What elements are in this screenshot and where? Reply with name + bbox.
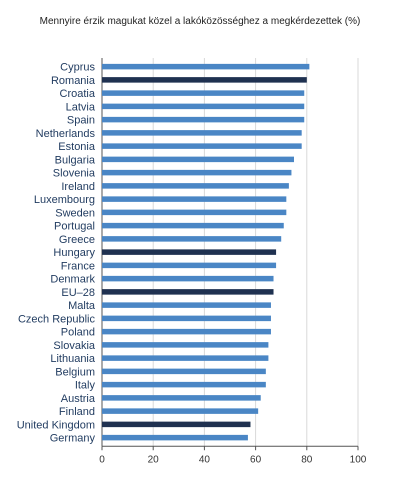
category-label: Finland	[59, 406, 95, 418]
bar-cyprus	[102, 63, 310, 70]
x-tick-label: 20	[148, 454, 160, 465]
category-label: Belgium	[55, 366, 95, 378]
bar-ireland	[102, 183, 289, 189]
x-tick-label: 40	[199, 454, 211, 465]
chart-title: Mennyire érzik magukat közel a lakóközös…	[39, 16, 361, 27]
bar-slovenia	[102, 169, 292, 176]
category-label: Lithuania	[50, 353, 96, 365]
bar-malta	[102, 302, 271, 308]
category-label: Malta	[68, 300, 96, 312]
category-label: France	[61, 260, 95, 272]
x-tick-label: 100	[350, 454, 367, 465]
category-label: Portugal	[54, 221, 95, 233]
bar-poland	[102, 328, 271, 335]
bar-portugal	[102, 222, 284, 229]
bar-latvia	[102, 103, 305, 110]
category-label: Slovakia	[53, 340, 95, 352]
category-label: Ireland	[61, 181, 95, 193]
category-label: Estonia	[58, 141, 96, 153]
bar-greece	[102, 236, 282, 242]
x-tick-label: 60	[250, 454, 262, 465]
category-label: Croatia	[60, 88, 96, 100]
category-label: Germany	[50, 433, 96, 445]
category-label: Latvia	[66, 101, 96, 113]
bar-finland	[102, 408, 259, 414]
bar-sweden	[102, 209, 287, 216]
category-label: Poland	[61, 327, 95, 339]
category-label: Cyprus	[60, 62, 95, 74]
bar-bulgaria	[102, 156, 294, 163]
category-label: Netherlands	[36, 128, 96, 140]
bar-estonia	[102, 143, 302, 149]
bar-united-kingdom	[102, 421, 251, 428]
bar-eu-28	[102, 289, 274, 295]
bar-slovakia	[102, 342, 269, 348]
category-label: Romania	[51, 75, 96, 87]
bar-luxembourg	[102, 196, 287, 202]
category-label: EU–28	[61, 287, 95, 299]
category-label: Hungary	[53, 247, 95, 259]
bar-denmark	[102, 275, 274, 282]
category-label: Czech Republic	[18, 313, 96, 325]
x-tick-label: 80	[301, 454, 313, 465]
category-label: Austria	[61, 393, 96, 405]
category-label: Sweden	[55, 207, 95, 219]
bar-italy	[102, 381, 266, 388]
category-label: Luxembourg	[34, 194, 95, 206]
bar-croatia	[102, 90, 305, 96]
bar-germany	[102, 434, 248, 441]
bar-spain	[102, 116, 305, 123]
category-label: Denmark	[50, 274, 95, 286]
category-label: Slovenia	[53, 168, 96, 180]
bar-netherlands	[102, 130, 302, 136]
category-label: Spain	[67, 115, 95, 127]
bar-austria	[102, 395, 261, 401]
bar-hungary	[102, 249, 277, 255]
category-label: Italy	[75, 380, 96, 392]
category-label: Greece	[59, 234, 95, 246]
category-label: United Kingdom	[17, 419, 95, 431]
category-label: Bulgaria	[55, 154, 96, 166]
bar-romania	[102, 77, 307, 83]
bar-belgium	[102, 368, 266, 375]
bar-france	[102, 262, 277, 269]
bar-lithuania	[102, 355, 269, 361]
bar-czech-republic	[102, 315, 271, 322]
x-tick-label: 0	[99, 454, 105, 465]
